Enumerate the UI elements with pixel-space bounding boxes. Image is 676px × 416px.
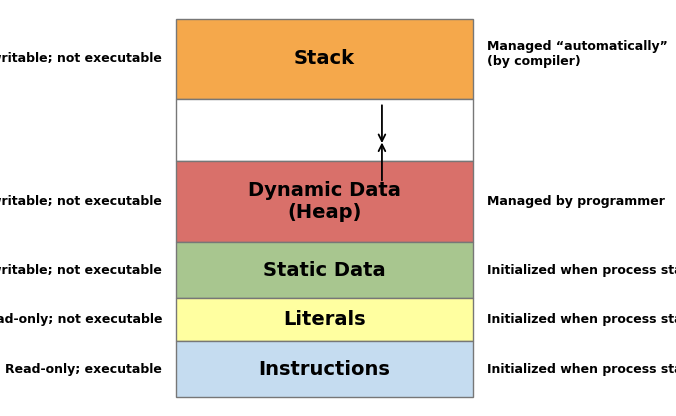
Text: Managed by programmer: Managed by programmer <box>487 195 665 208</box>
Bar <box>176 242 473 298</box>
Bar <box>176 99 473 161</box>
Text: Stack: Stack <box>294 50 355 69</box>
Text: Read-only; executable: Read-only; executable <box>5 363 162 376</box>
Text: Instructions: Instructions <box>258 360 391 379</box>
Text: writable; not executable: writable; not executable <box>0 195 162 208</box>
Text: writable; not executable: writable; not executable <box>0 52 162 65</box>
Text: Managed “automatically”
(by compiler): Managed “automatically” (by compiler) <box>487 40 667 68</box>
Bar <box>176 298 473 342</box>
Text: Initialized when process starts: Initialized when process starts <box>487 313 676 326</box>
Text: Initialized when process starts: Initialized when process starts <box>487 264 676 277</box>
Bar <box>176 342 473 397</box>
Text: writable; not executable: writable; not executable <box>0 264 162 277</box>
Text: Static Data: Static Data <box>263 260 386 280</box>
Text: Literals: Literals <box>283 310 366 329</box>
Text: Dynamic Data
(Heap): Dynamic Data (Heap) <box>248 181 401 222</box>
Bar <box>176 161 473 242</box>
Bar <box>176 19 473 99</box>
Text: Read-only; not executable: Read-only; not executable <box>0 313 162 326</box>
Text: Initialized when process starts: Initialized when process starts <box>487 363 676 376</box>
